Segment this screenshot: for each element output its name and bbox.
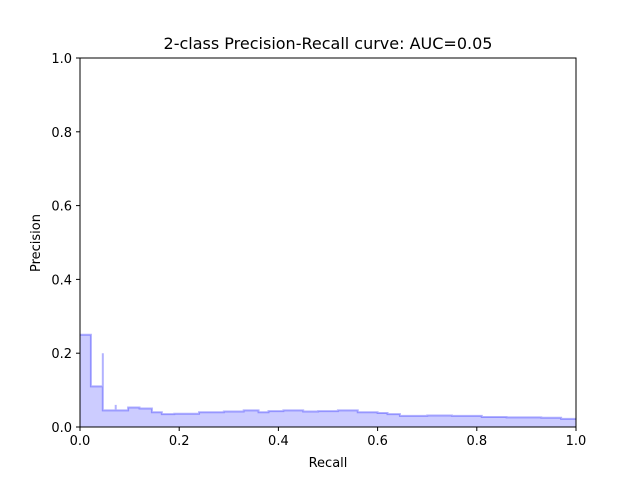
x-tick-label: 1.0 [566, 434, 587, 449]
x-axis-label: Recall [309, 456, 348, 471]
y-axis-label: Precision [29, 214, 44, 272]
plot-area [80, 333, 576, 427]
pr-area-fill-0 [80, 334, 576, 427]
y-tick-label: 0.6 [51, 200, 72, 215]
axis-ticks: 0.0 0.2 0.4 0.6 0.8 1.0 0.0 0.2 0.4 0.6 0.8 1.0 [51, 52, 586, 449]
chart-title: 2-class Precision-Recall curve: AUC=0.05 [164, 34, 493, 53]
x-tick-label: 0.0 [70, 434, 91, 449]
x-tick-label: 0.6 [367, 434, 388, 449]
x-tick-label: 0.4 [268, 434, 289, 449]
y-tick-label: 1.0 [51, 52, 72, 67]
plot-frame [79, 57, 577, 428]
y-tick-label: 0.8 [51, 126, 72, 141]
y-tick-label: 0.4 [51, 273, 72, 288]
y-tick-label: 0.2 [51, 347, 72, 362]
y-tick-label: 0.0 [51, 421, 72, 436]
pr-step-line-0 [80, 333, 576, 420]
x-tick-label: 0.8 [466, 434, 487, 449]
x-tick-label: 0.2 [169, 434, 190, 449]
